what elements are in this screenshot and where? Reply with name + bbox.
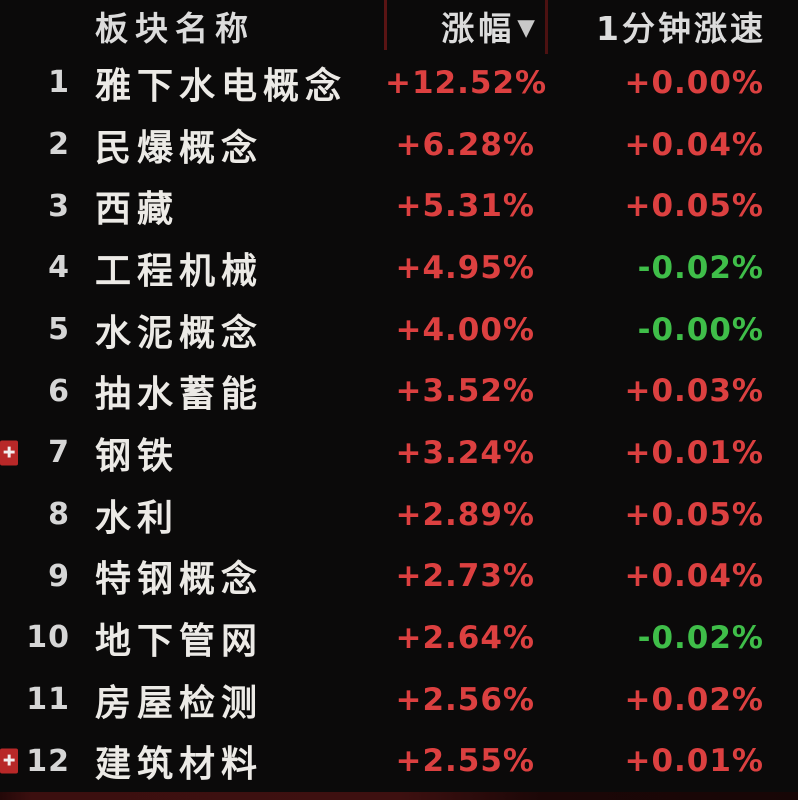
sector-name: 雅下水电概念 bbox=[95, 65, 348, 107]
sector-name: 民爆概念 bbox=[95, 127, 264, 169]
row-rank: 1 bbox=[48, 65, 70, 101]
add-marker-icon[interactable]: ✚ bbox=[0, 748, 18, 774]
row-rank: 3 bbox=[48, 188, 70, 224]
speed-value: +0.01% bbox=[624, 743, 764, 780]
table-row[interactable]: 9 ✚ 特钢概念 +2.73% +0.04% bbox=[0, 545, 798, 607]
header-sector-name: 板块名称 bbox=[95, 9, 255, 48]
change-value: +3.52% bbox=[395, 373, 535, 410]
header-change-label: 涨幅 bbox=[441, 9, 516, 48]
change-value: +2.89% bbox=[395, 496, 535, 533]
table-header: 板块名称 涨幅 ▼ 1分钟涨速 bbox=[0, 0, 798, 54]
sector-name: 水泥概念 bbox=[95, 312, 264, 354]
sector-name: 房屋检测 bbox=[95, 682, 264, 724]
table-row[interactable]: 5 ✚ 水泥概念 +4.00% -0.00% bbox=[0, 299, 798, 361]
speed-value: +0.04% bbox=[624, 558, 764, 595]
sector-name: 西藏 bbox=[95, 189, 180, 231]
row-rank: 12 bbox=[26, 743, 70, 779]
sector-name: 工程机械 bbox=[95, 250, 264, 292]
table-row[interactable]: 12 ✚ 建筑材料 +2.55% +0.01% bbox=[0, 730, 798, 792]
row-rank: 2 bbox=[48, 127, 70, 162]
header-change-sort[interactable]: 涨幅 ▼ bbox=[441, 2, 535, 50]
row-rank: 9 bbox=[48, 558, 70, 594]
change-value: +2.56% bbox=[395, 681, 535, 718]
speed-value: +0.04% bbox=[624, 126, 764, 163]
sector-name: 水利 bbox=[95, 497, 180, 539]
table-row[interactable]: 4 ✚ 工程机械 +4.95% -0.02% bbox=[0, 237, 798, 299]
sector-name: 抽水蓄能 bbox=[95, 374, 264, 416]
table-row[interactable]: 6 ✚ 抽水蓄能 +3.52% +0.03% bbox=[0, 360, 798, 422]
change-value: +4.00% bbox=[395, 311, 535, 348]
sector-name: 特钢概念 bbox=[95, 559, 264, 601]
sort-desc-icon: ▼ bbox=[517, 15, 535, 41]
row-rank: 6 bbox=[48, 373, 70, 409]
header-separator-left bbox=[384, 0, 387, 50]
speed-value: +0.05% bbox=[624, 496, 764, 533]
change-value: +2.55% bbox=[395, 743, 535, 780]
table-row[interactable]: 7 ✚ 钢铁 +3.24% +0.01% bbox=[0, 422, 798, 484]
row-rank: 11 bbox=[26, 682, 70, 718]
speed-value: -0.02% bbox=[637, 619, 764, 656]
change-value: +3.24% bbox=[395, 434, 535, 471]
speed-value: +0.03% bbox=[624, 373, 764, 410]
sector-name: 地下管网 bbox=[95, 620, 264, 662]
speed-value: -0.02% bbox=[637, 249, 764, 286]
table-row[interactable]: 10 ✚ 地下管网 +2.64% -0.02% bbox=[0, 607, 798, 669]
table-row[interactable]: 8 ✚ 水利 +2.89% +0.05% bbox=[0, 484, 798, 546]
table-row[interactable]: 3 ✚ 西藏 +5.31% +0.05% bbox=[0, 175, 798, 237]
change-value: +5.31% bbox=[395, 188, 535, 225]
row-rank: 4 bbox=[48, 250, 70, 286]
speed-value: -0.00% bbox=[637, 311, 764, 348]
row-rank: 5 bbox=[48, 312, 70, 348]
sector-rows: 1 ✚ 雅下水电概念 +12.52% +0.00% 2 ✚ 民爆概念 +6.28… bbox=[0, 52, 798, 792]
bottom-divider bbox=[0, 792, 798, 800]
table-row[interactable]: 1 ✚ 雅下水电概念 +12.52% +0.00% bbox=[0, 52, 798, 114]
sector-name: 钢铁 bbox=[95, 435, 180, 477]
speed-value: +0.05% bbox=[624, 188, 764, 225]
change-value: +2.64% bbox=[395, 619, 535, 656]
speed-value: +0.02% bbox=[624, 681, 764, 718]
table-row[interactable]: 11 ✚ 房屋检测 +2.56% +0.02% bbox=[0, 669, 798, 731]
speed-value: +0.00% bbox=[624, 64, 764, 101]
table-row[interactable]: 2 ✚ 民爆概念 +6.28% +0.04% bbox=[0, 114, 798, 176]
row-rank: 8 bbox=[48, 497, 70, 533]
change-value: +6.28% bbox=[395, 126, 535, 163]
header-1min-speed[interactable]: 1分钟涨速 bbox=[596, 9, 766, 48]
sector-name: 建筑材料 bbox=[95, 744, 264, 786]
change-value: +4.95% bbox=[395, 249, 535, 286]
change-value: +2.73% bbox=[395, 558, 535, 595]
header-separator-right bbox=[545, 0, 548, 54]
row-rank: 7 bbox=[48, 435, 70, 471]
speed-value: +0.01% bbox=[624, 434, 764, 471]
row-rank: 10 bbox=[26, 620, 70, 656]
add-marker-icon[interactable]: ✚ bbox=[0, 440, 18, 466]
change-value: +12.52% bbox=[385, 64, 548, 101]
